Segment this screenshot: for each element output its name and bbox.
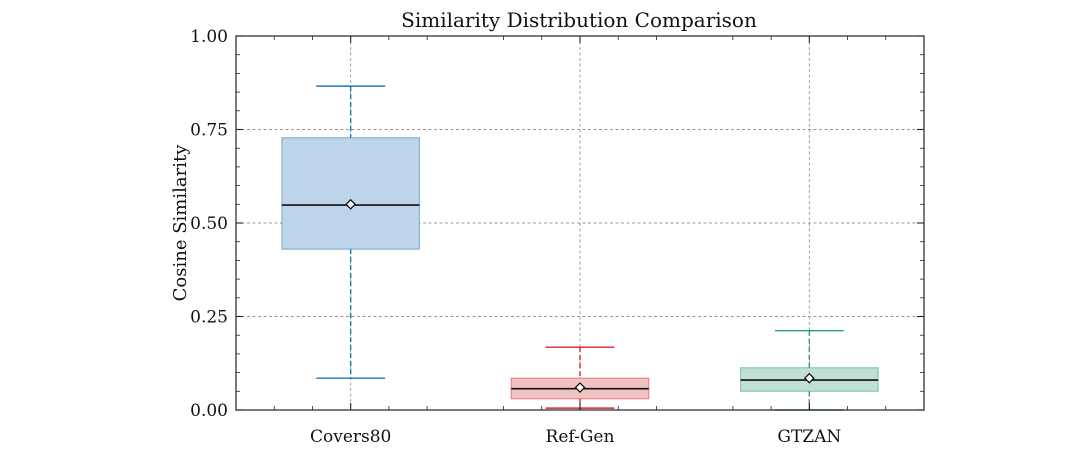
box-ref-gen — [510, 346, 650, 409]
x-tick-label: Ref-Gen — [546, 427, 615, 447]
mean-marker — [574, 382, 586, 393]
box-gtzan — [739, 330, 879, 411]
x-tick-label: GTZAN — [777, 427, 841, 447]
mean-marker — [345, 198, 357, 210]
mean-marker — [803, 372, 815, 384]
iqr-box — [281, 137, 421, 250]
y-tick-label: 1.00 — [190, 27, 228, 47]
chart-title: Similarity Distribution Comparison — [401, 8, 757, 32]
x-tick-label: Covers80 — [310, 427, 391, 447]
box-layer — [281, 85, 879, 411]
box-covers80 — [281, 85, 421, 379]
y-axis-label: Cosine Similarity — [170, 144, 191, 302]
tick-layer: 0.00 0.25 0.50 0.75 1.00 Covers80 Ref-Gen GTZAN — [190, 27, 924, 447]
y-tick-label: 0.25 — [190, 308, 228, 328]
y-tick-label: 0.75 — [190, 121, 228, 141]
y-tick-label: 0.00 — [190, 401, 228, 421]
y-tick-label: 0.50 — [190, 214, 228, 234]
